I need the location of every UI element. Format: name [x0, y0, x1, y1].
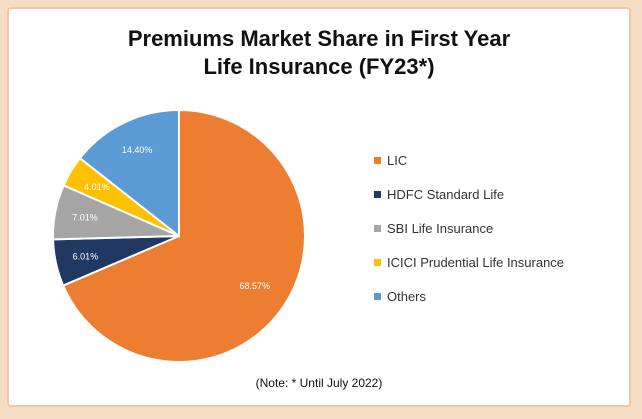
- legend-swatch: [374, 292, 381, 300]
- legend-swatch: [374, 258, 381, 266]
- chart-card: Premiums Market Share in First Year Life…: [7, 7, 631, 407]
- legend-swatch: [374, 224, 381, 232]
- pie-data-label: 14.40%: [122, 145, 153, 155]
- legend-item: ICICI Prudential Life Insurance: [374, 252, 564, 272]
- legend-swatch: [374, 156, 381, 164]
- chart-title-line1: Premiums Market Share in First Year: [127, 26, 511, 51]
- legend-item: SBI Life Insurance: [374, 218, 564, 238]
- legend-item: Others: [374, 286, 564, 306]
- pie-slice-lic: [61, 108, 306, 363]
- chart-legend: LIC HDFC Standard Life SBI Life Insurance I…: [374, 150, 564, 320]
- legend-label: ICICI Prudential Life Insurance: [387, 254, 565, 270]
- pie-data-label: 7.01%: [72, 213, 98, 223]
- legend-label: LIC: [387, 152, 408, 168]
- legend-swatch: [374, 190, 381, 198]
- pie-data-label: 68.57%: [239, 281, 270, 291]
- chart-note: (Note: * Until July 2022): [255, 376, 383, 390]
- pie-chart: 68.57% 6.01% 7.01% 4.01% 14.40%: [52, 108, 306, 363]
- legend-item: HDFC Standard Life: [374, 184, 564, 204]
- legend-label: SBI Life Insurance: [387, 220, 494, 236]
- legend-label: Others: [387, 288, 427, 304]
- legend-label: HDFC Standard Life: [387, 186, 505, 202]
- legend-item: LIC: [374, 150, 564, 170]
- pie-data-label: 6.01%: [73, 251, 99, 261]
- chart-title-line2: Life Insurance (FY23*): [203, 54, 435, 79]
- pie-slice-others: [78, 108, 180, 239]
- pie-data-label: 4.01%: [84, 182, 110, 192]
